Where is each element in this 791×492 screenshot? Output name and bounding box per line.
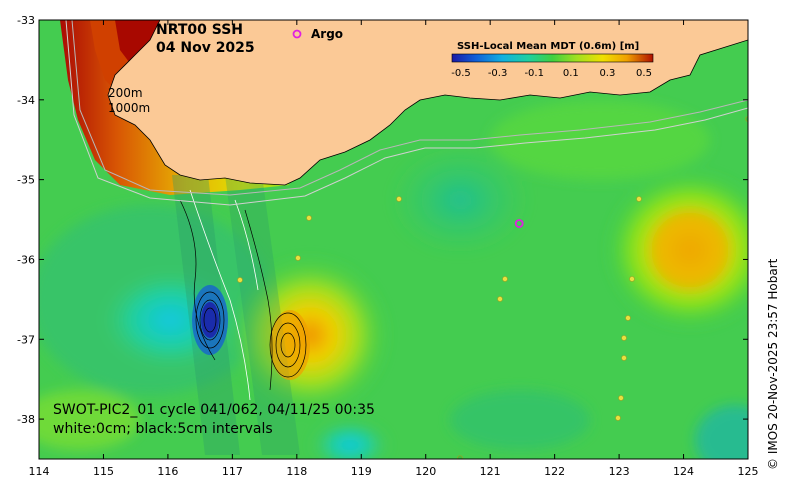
x-tick-label: 120 bbox=[415, 465, 436, 478]
colorbar-tick-label: 0.5 bbox=[636, 68, 652, 79]
argo-legend-label: Argo bbox=[311, 27, 343, 41]
x-tick-label: 125 bbox=[738, 465, 759, 478]
x-tick-label: 115 bbox=[93, 465, 114, 478]
x-axis: 114 115 116 117 118 119 120 121 122 123 124 125 bbox=[29, 20, 759, 478]
credit-text: © IMOS 20-Nov-2025 23:57 Hobart bbox=[766, 258, 780, 470]
float-track bbox=[237, 116, 748, 459]
x-tick-label: 121 bbox=[480, 465, 501, 478]
y-tick-label: -38 bbox=[17, 413, 35, 426]
colorbar-tick-label: 0.1 bbox=[563, 68, 579, 79]
colorbar-tick-label: -0.3 bbox=[488, 68, 508, 79]
isobath-200m bbox=[71, 20, 748, 196]
map-title: NRT00 SSH bbox=[156, 22, 243, 38]
isobath-1000m bbox=[65, 20, 748, 206]
argo-legend-icon bbox=[292, 29, 302, 39]
swath-caption-line2: white:0cm; black:5cm intervals bbox=[53, 421, 273, 437]
colorbar-tick-label: -0.5 bbox=[451, 68, 471, 79]
x-tick-label: 123 bbox=[609, 465, 630, 478]
swath-caption-line1: SWOT-PIC2_01 cycle 041/062, 04/11/25 00:… bbox=[53, 402, 375, 418]
x-tick-label: 119 bbox=[351, 465, 372, 478]
y-tick-label: -34 bbox=[17, 94, 35, 107]
x-tick-label: 122 bbox=[544, 465, 565, 478]
swot-swath bbox=[172, 175, 310, 455]
y-tick-label: -36 bbox=[17, 253, 35, 266]
y-tick-label: -33 bbox=[17, 14, 35, 27]
x-tick-label: 124 bbox=[673, 465, 694, 478]
x-tick-label: 117 bbox=[222, 465, 243, 478]
depth-label-200m: 200m bbox=[108, 86, 143, 100]
map-date: 04 Nov 2025 bbox=[156, 40, 255, 56]
colorbar-ramp bbox=[451, 53, 654, 63]
argo-float-marker bbox=[514, 219, 524, 228]
y-tick-label: -37 bbox=[17, 333, 35, 346]
y-axis: -33 -34 -35 -36 -37 -38 bbox=[17, 14, 748, 426]
colorbar-tick-label: -0.1 bbox=[524, 68, 544, 79]
plot-area bbox=[39, 20, 748, 459]
x-tick-label: 118 bbox=[286, 465, 307, 478]
plot-frame bbox=[38, 19, 749, 460]
colorbar-title: SSH-Local Mean MDT (0.6m) [m] bbox=[457, 41, 639, 52]
x-tick-label: 116 bbox=[157, 465, 178, 478]
y-tick-label: -35 bbox=[17, 174, 35, 187]
x-tick-label: 114 bbox=[29, 465, 50, 478]
colorbar: SSH-Local Mean MDT (0.6m) [m] -0.5 -0.3 -0… bbox=[451, 41, 654, 79]
depth-label-1000m: 1000m bbox=[108, 101, 150, 115]
colorbar-tick-label: 0.3 bbox=[599, 68, 615, 79]
